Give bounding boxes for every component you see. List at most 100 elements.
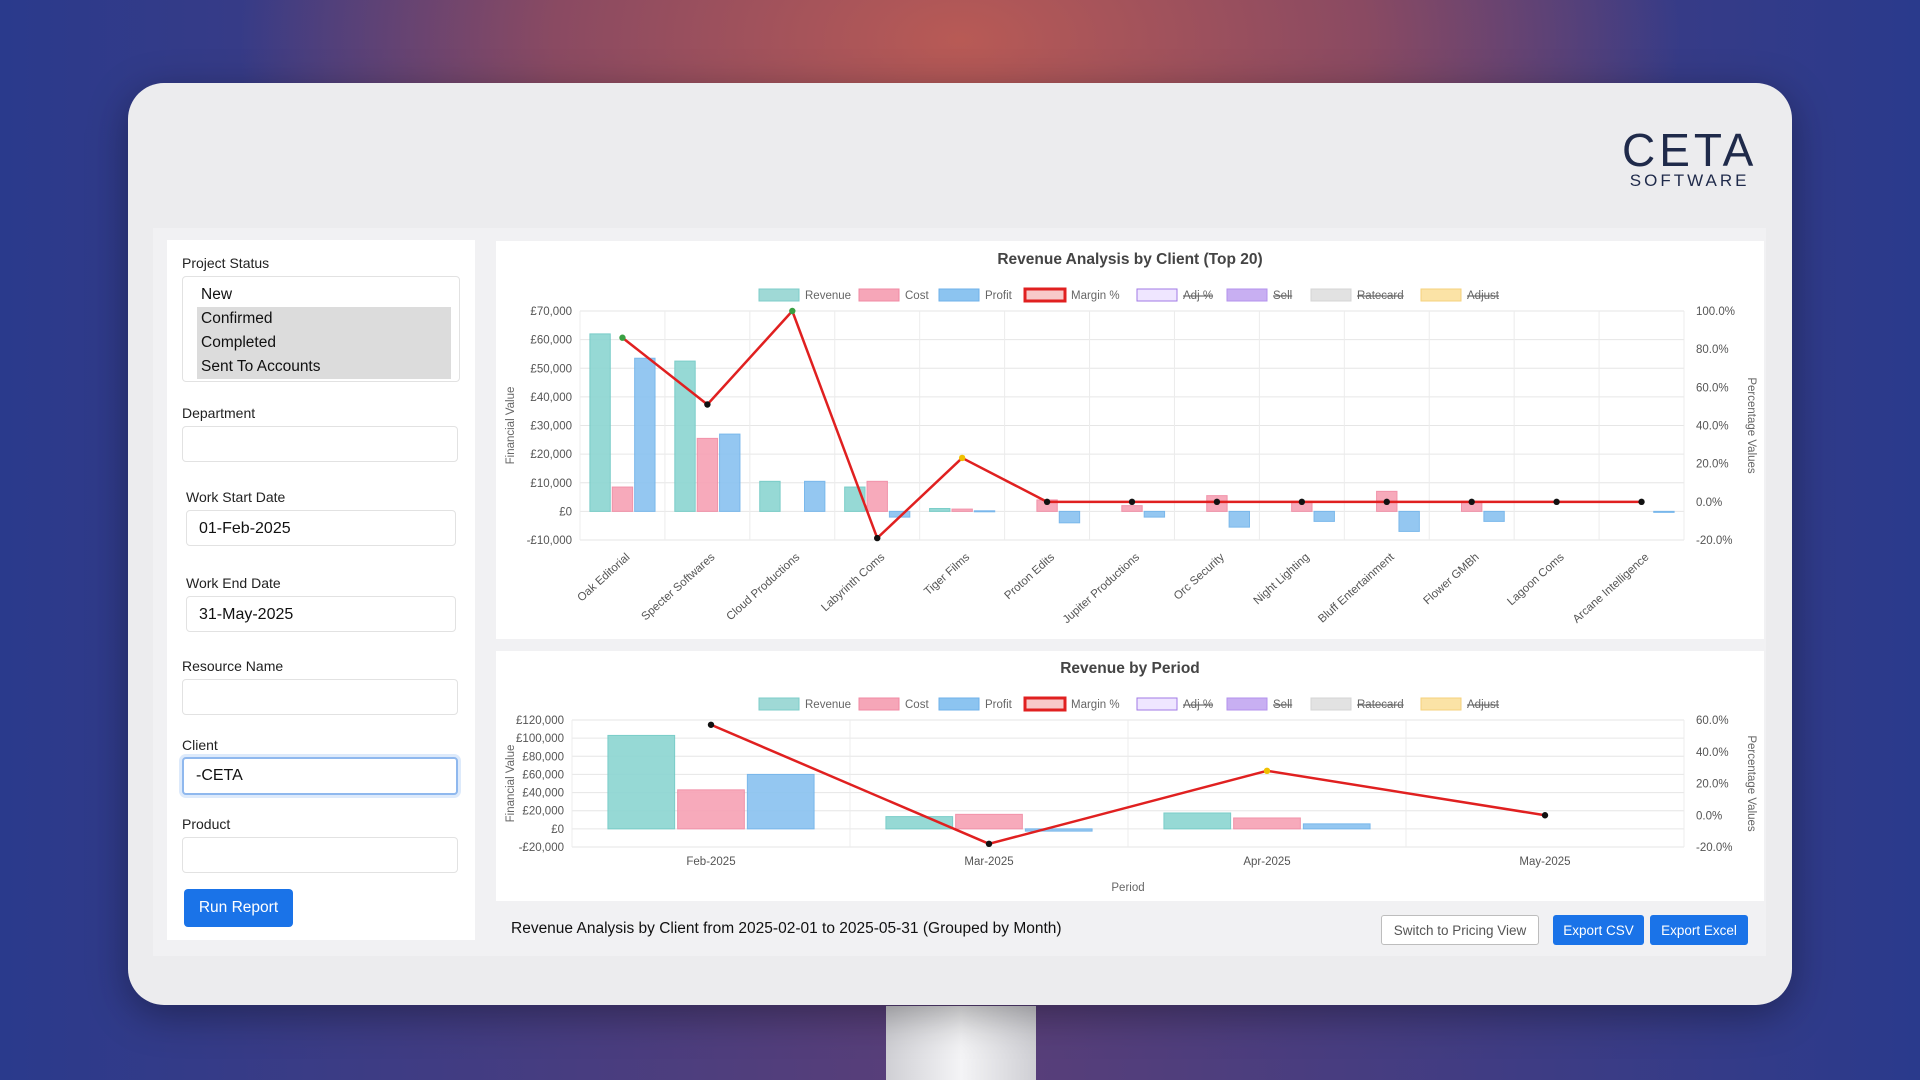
y-tick-label: -£10,000 [527,535,572,547]
legend-swatch-adjust [1420,288,1462,302]
margin-point-lagoon-coms [1553,498,1560,506]
y-tick-label: £50,000 [530,363,572,375]
status-option-new[interactable]: New [201,286,233,303]
margin-point-bluff-entertainment [1383,498,1390,506]
work-end-field[interactable]: 31-May-2025 [186,596,456,632]
legend-label-margin: Margin % [1071,699,1120,711]
bar-profit-specter-softwares [719,433,741,512]
x-tick-label: Cloud Productions [724,551,802,623]
x-tick-label: May-2025 [1519,856,1570,868]
y-tick-label: £10,000 [530,478,572,490]
legend-label-sell: Sell [1273,699,1292,711]
legend-swatch-revenue [758,697,800,711]
y-tick-label: £0 [551,824,564,836]
legend-label-cost: Cost [905,699,929,711]
y2-axis-title: Percentage Values [1745,735,1757,832]
y2-tick-label: 100.0% [1696,306,1735,318]
resource-field[interactable] [182,679,458,715]
x-tick-label: Tiger Films [922,551,972,598]
legend-swatch-margin [1023,696,1067,712]
legend-label-adjust: Adjust [1467,699,1500,711]
x-tick-label: Lagoon Coms [1505,551,1566,608]
resource-label: Resource Name [182,658,284,674]
department-field[interactable] [182,426,458,462]
x-tick-label: Proton Edits [1002,551,1057,602]
y2-tick-label: 80.0% [1696,344,1729,356]
switch-pricing-view-button[interactable]: Switch to Pricing View [1381,915,1539,945]
x-tick-label: Apr-2025 [1243,856,1290,868]
period-chart-title: Revenue by Period [1060,660,1200,677]
bar-profit-mar-2025 [1024,828,1093,832]
client-chart-title: Revenue Analysis by Client (Top 20) [997,251,1263,268]
client-chart-panel: Revenue Analysis by Client (Top 20) Reve… [496,241,1764,639]
y-tick-label: £20,000 [530,449,572,461]
monitor-stand [886,1006,1036,1080]
y2-tick-label: 40.0% [1696,747,1729,759]
x-tick-label: Jupiter Productions [1061,551,1142,626]
y-tick-label: £120,000 [516,715,564,727]
bar-profit-apr-2025 [1302,823,1371,830]
work-start-field[interactable]: 01-Feb-2025 [186,510,456,546]
bar-profit-bluff-entertainment [1398,510,1420,532]
margin-point-labyrinth-coms [874,534,881,542]
bar-revenue-mar-2025 [885,816,954,830]
bar-profit-arcane-intelligence [1653,510,1675,513]
legend-label-sell: Sell [1273,290,1292,302]
status-option-confirmed[interactable]: Confirmed [197,307,451,331]
margin-point-night-lighting [1298,498,1306,506]
x-tick-label: Feb-2025 [686,856,735,868]
bar-profit-flower-gmbh [1483,510,1505,522]
x-tick-label: Oak Editorial [576,551,633,604]
bar-profit-jupiter-productions [1143,510,1166,518]
y2-tick-label: 60.0% [1696,382,1729,394]
export-csv-button[interactable]: Export CSV [1553,915,1644,945]
work-start-label: Work Start Date [186,489,286,505]
y2-tick-label: 20.0% [1696,779,1729,791]
margin-point-mar-2025 [985,840,993,848]
bar-profit-night-lighting [1313,510,1335,522]
y-tick-label: £60,000 [530,335,572,347]
legend-label-revenue: Revenue [805,290,851,302]
bar-profit-orc-security [1228,510,1250,528]
legend-swatch-sell [1226,697,1268,711]
legend-swatch-revenue [758,288,800,302]
y-tick-label: £20,000 [522,806,564,818]
status-option-completed[interactable]: Completed [197,331,451,355]
legend-label-ratecard: Ratecard [1357,699,1404,711]
margin-line [710,723,1546,846]
margin-point-jupiter-productions [1128,498,1136,506]
y2-tick-label: 0.0% [1696,497,1722,509]
work-end-label: Work End Date [186,575,281,591]
product-field[interactable] [182,837,458,873]
bar-profit-proton-edits [1058,510,1081,524]
x-tick-label: Flower GMBh [1421,551,1481,607]
department-label: Department [182,405,256,421]
legend-swatch-profit [938,697,980,711]
client-chart: Revenue Cost Profit Margin % Adj % Sell Rateca… [505,287,1757,626]
legend-label-profit: Profit [985,699,1013,711]
status-option-sent-to-accounts[interactable]: Sent To Accounts [197,355,451,379]
y-tick-label: £100,000 [516,733,564,745]
period-chart: Revenue Cost Profit Margin % Adj % Sell Rateca… [505,696,1757,894]
x-tick-label: Night Lighting [1252,551,1312,607]
x-tick-label: Orc Security [1172,551,1227,602]
bar-profit-tiger-films [973,510,996,513]
product-label: Product [182,816,231,832]
export-excel-button[interactable]: Export Excel [1650,915,1748,945]
project-status-list[interactable]: New Confirmed Completed Sent To Accounts [182,276,460,382]
legend-label-cost: Cost [905,290,929,302]
run-report-button[interactable]: Run Report [184,889,293,927]
y-axis-title: Financial Value [505,387,517,465]
logo-word: CETA [1622,124,1758,176]
y2-tick-label: 20.0% [1696,459,1729,471]
margin-point-tiger-films [958,454,966,462]
legend-swatch-ratecard [1310,697,1352,711]
y2-tick-label: 60.0% [1696,715,1729,727]
legend-swatch-ratecard [1310,288,1352,302]
client-field[interactable]: -CETA [182,757,458,795]
bar-cost-mar-2025 [955,813,1023,830]
margin-point-may-2025 [1541,812,1549,819]
y-tick-label: £80,000 [522,751,564,763]
bar-profit-oak-editorial [634,357,656,512]
legend-label-revenue: Revenue [805,699,851,711]
